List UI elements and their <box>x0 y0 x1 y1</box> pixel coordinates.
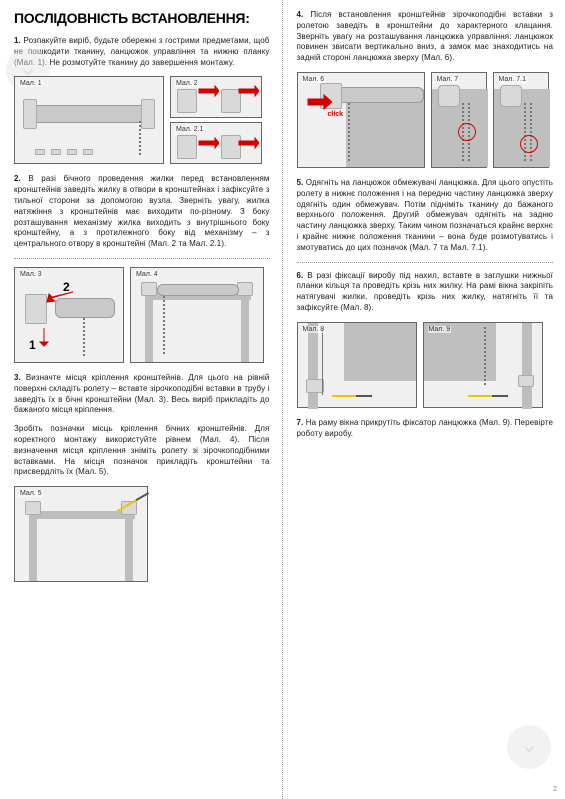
step-5-text: 5. Одягніть на ланцюжок обмежувачі ланцю… <box>297 178 554 254</box>
fig-row-4: Мал. 6 click Мал. 7 Мал. 7.1 <box>297 72 554 168</box>
fig-3-label: Мал. 3 <box>19 271 43 278</box>
figure-6: Мал. 6 click <box>297 72 425 168</box>
figure-9: Мал. 9 <box>423 322 543 408</box>
callout-1: 1 <box>29 338 36 352</box>
figure-7: Мал. 7 <box>431 72 487 168</box>
step-4-text: 4. Після встановлення кронштейнів зірочк… <box>297 10 554 64</box>
right-column: 4. Після встановлення кронштейнів зірочк… <box>283 0 565 799</box>
step-3b-text: Зробіть позначки місць кріплення бічних … <box>14 424 270 478</box>
step-2-text: 2. В разі бічного проведення жилки перед… <box>14 174 270 250</box>
step-7-text: 7. На раму вікна прикрутіть фіксатор лан… <box>297 418 554 440</box>
page-title: ПОСЛІДОВНІСТЬ ВСТАНОВЛЕННЯ: <box>14 10 270 26</box>
fig-row-1: Мал. 1 Мал. 2 Мал. 2.1 <box>14 76 270 164</box>
page-number: 2 <box>553 786 557 793</box>
fig-2-stack: Мал. 2 Мал. 2.1 <box>170 76 262 164</box>
fig-4-label: Мал. 4 <box>135 271 159 278</box>
fig-5-label: Мал. 5 <box>19 490 43 497</box>
figure-7-1: Мал. 7.1 <box>493 72 549 168</box>
fig-71-label: Мал. 7.1 <box>498 76 528 83</box>
divider-2 <box>297 262 554 263</box>
step-6-text: 6. В разі фіксації виробу під нахил, вст… <box>297 271 554 314</box>
left-column: ПОСЛІДОВНІСТЬ ВСТАНОВЛЕННЯ: 1. Розпакуйт… <box>0 0 283 799</box>
click-label: click <box>328 111 344 118</box>
fig-1-label: Мал. 1 <box>19 80 43 87</box>
figure-2-1: Мал. 2.1 <box>170 122 262 164</box>
step-3a-text: 3. Визначте місця кріплення кронштейнів.… <box>14 373 270 416</box>
figure-1: Мал. 1 <box>14 76 164 164</box>
figure-2: Мал. 2 <box>170 76 262 118</box>
figure-3: Мал. 3 1 2 <box>14 267 124 363</box>
fig-row-3: Мал. 5 <box>14 486 270 582</box>
divider-1 <box>14 258 270 259</box>
fig-9-label: Мал. 9 <box>428 326 452 333</box>
watermark-icon-2 <box>507 725 551 769</box>
fig-row-2: Мал. 3 1 2 Мал. 4 <box>14 267 270 363</box>
figure-5: Мал. 5 <box>14 486 148 582</box>
fig-7-label: Мал. 7 <box>436 76 460 83</box>
fig-row-5: Мал. 8 Мал. 9 <box>297 322 554 408</box>
fig-2-label: Мал. 2 <box>175 80 199 87</box>
step-1-text: 1. Розпакуйте виріб, будьте обережні з г… <box>14 36 270 68</box>
fig-6-label: Мал. 6 <box>302 76 326 83</box>
fig-21-label: Мал. 2.1 <box>175 126 205 133</box>
figure-4: Мал. 4 <box>130 267 264 363</box>
figure-8: Мал. 8 <box>297 322 417 408</box>
fig-8-label: Мал. 8 <box>302 326 326 333</box>
